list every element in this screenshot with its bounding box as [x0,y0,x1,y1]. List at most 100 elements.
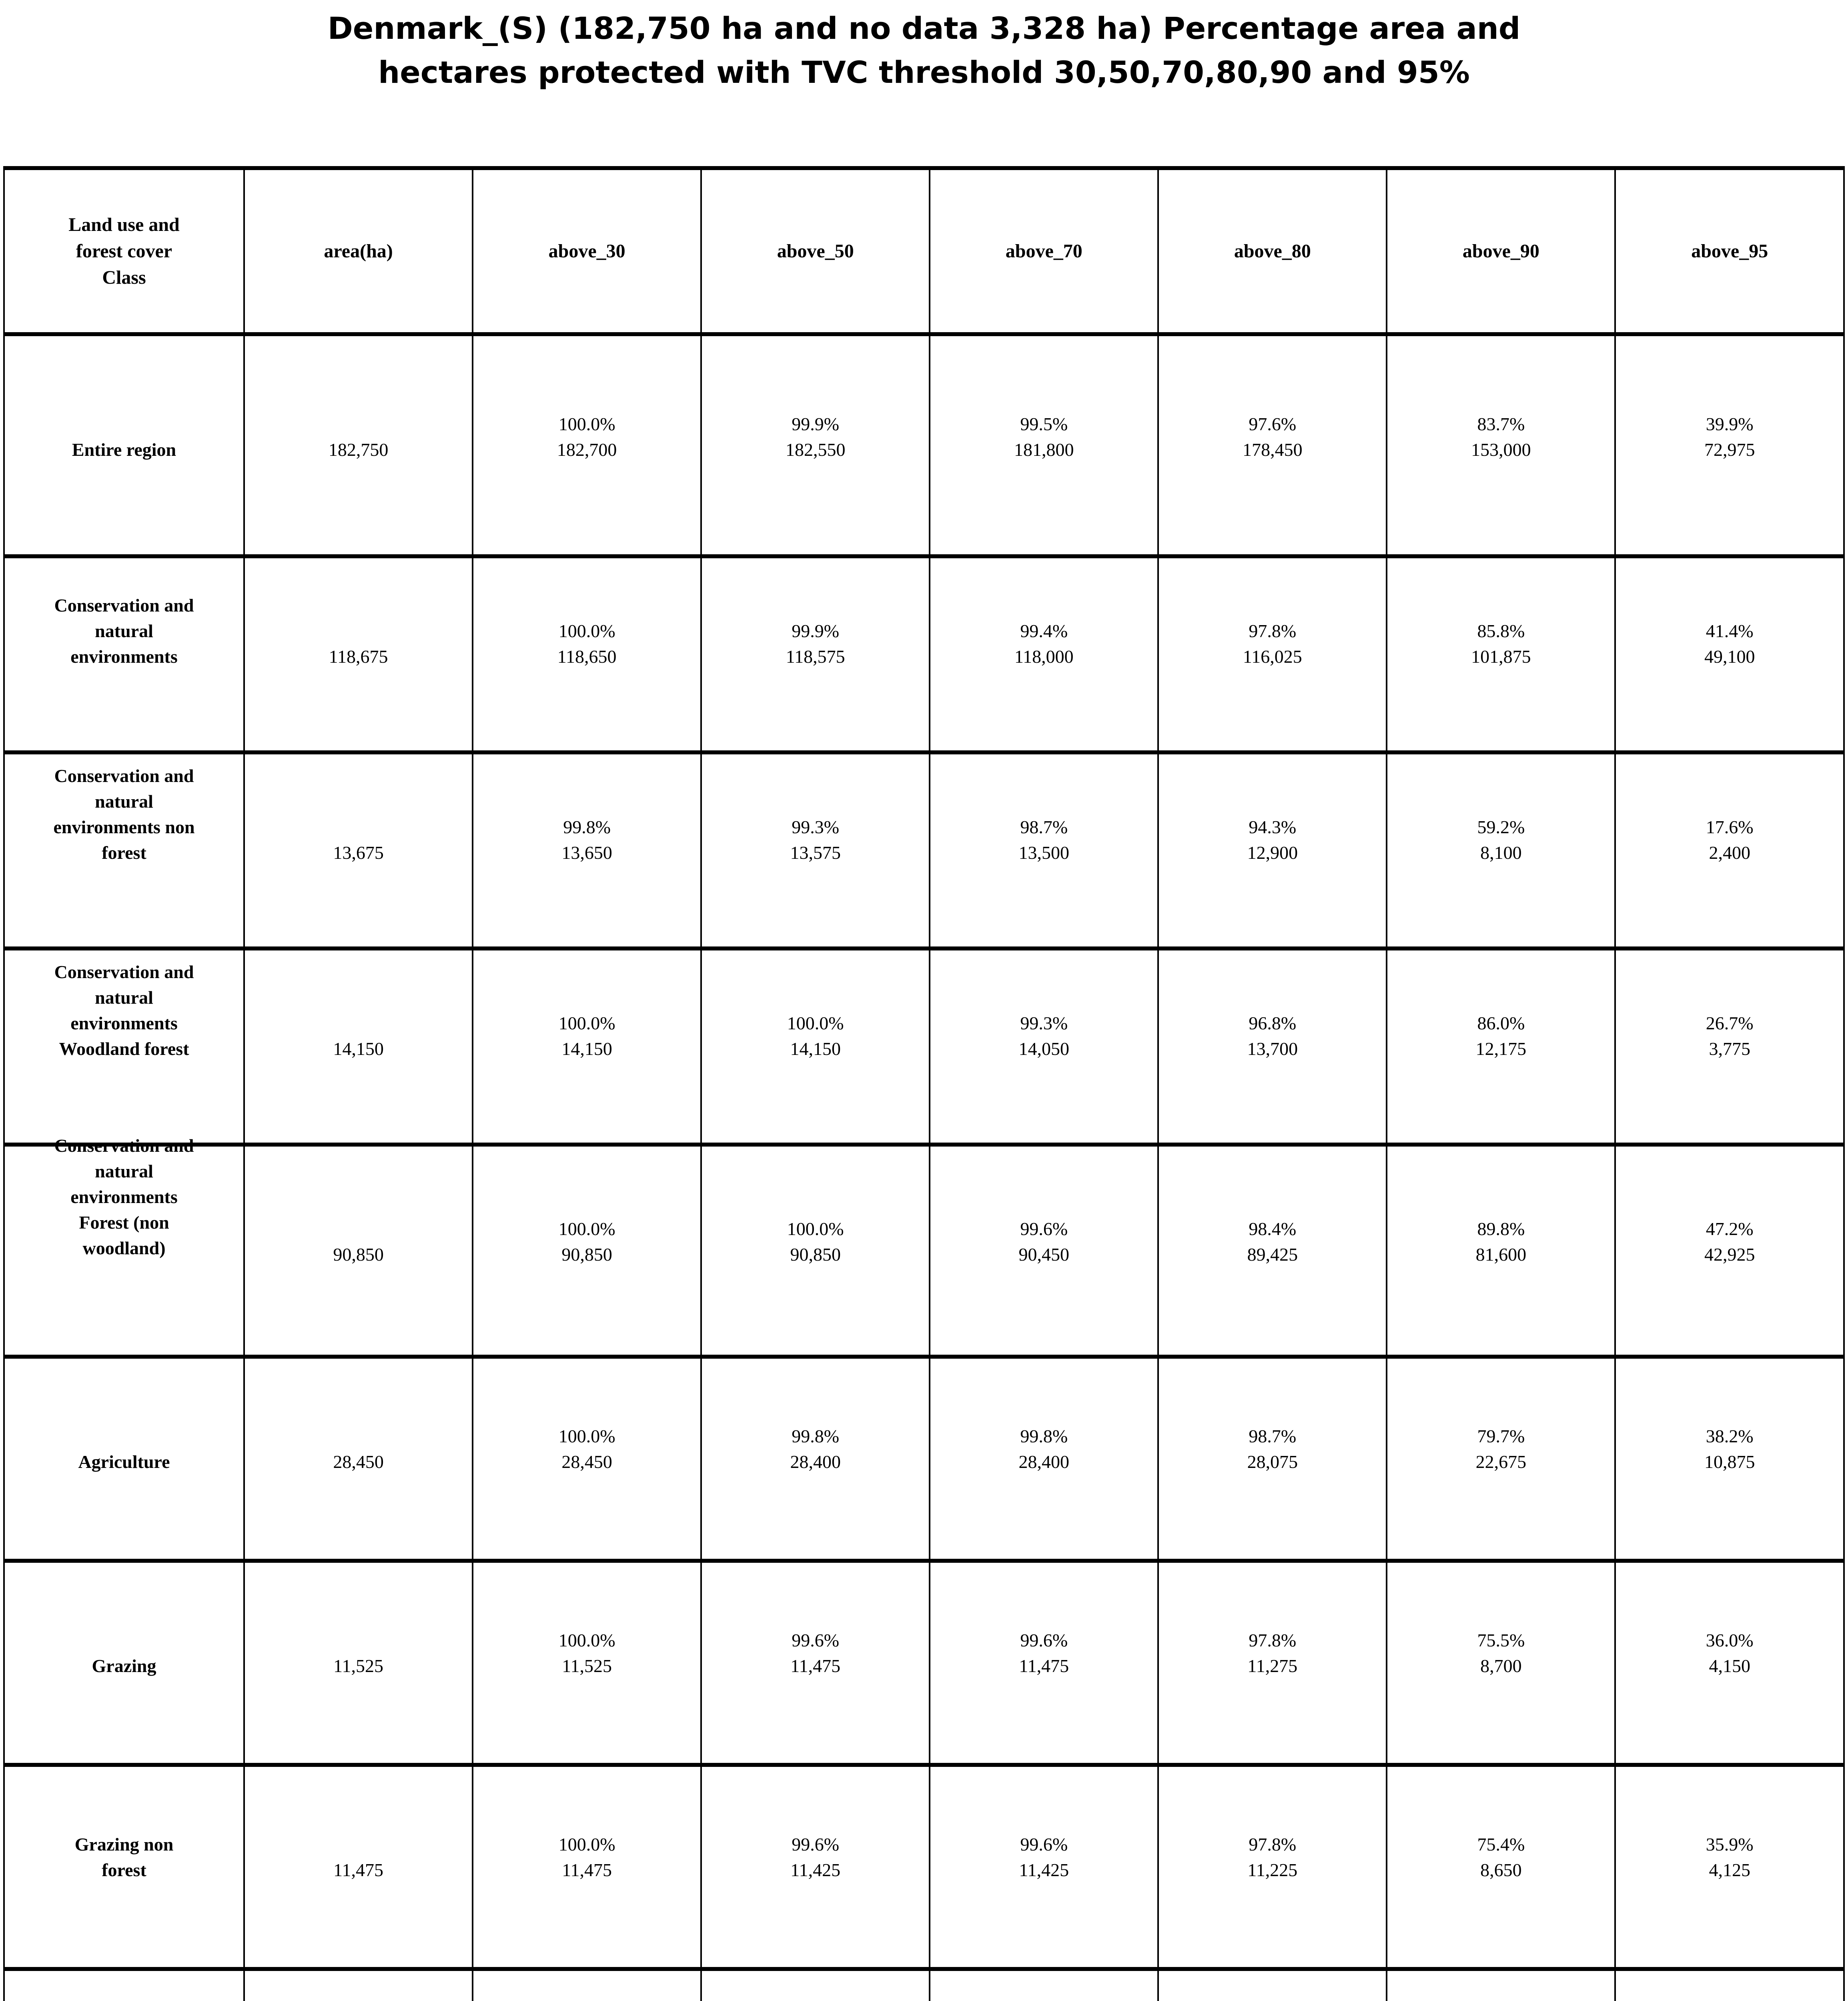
hectares-value: 11,475 [562,1860,612,1880]
percent-value: 59.2% [1477,817,1525,838]
hectares-value: 11,475 [1019,1656,1069,1676]
area-cell: 182,750 [243,332,474,558]
table-row: Conservation and natural environments 11… [3,554,1845,754]
data-cell: 83.7% 153,000 [1386,332,1616,558]
data-cell: 97.8% 11,225 [1157,1763,1388,1971]
hectares-value: 89,425 [1247,1244,1298,1265]
data-cell: 99.6% 90,450 [929,1143,1159,1359]
percent-value: 99.3% [1020,1013,1068,1034]
percent-value: 99.8% [563,817,611,838]
percent-value: 99.8% [1020,1426,1068,1446]
column-header-label: above_80 [1234,240,1311,262]
hectares-value: 42,925 [1704,1244,1755,1265]
area-cell: 11,525 [243,1559,474,1767]
hectares-value: 13,650 [561,842,612,863]
column-header-above-90: above_90 [1386,166,1616,336]
row-label-cell: Grazing non forest [3,1763,245,1971]
row-label: Conservation and natural environments no… [53,766,195,863]
row-label: Conservation and natural environments Wo… [54,962,194,1059]
table-header-row: Land use and forest cover Class area(ha)… [3,166,1845,336]
data-cell: 100.0% 11,475 [472,1763,702,1971]
table-row: Grazing non forest 11,475 100.0% 11,475 9… [3,1763,1845,1971]
column-header-label: above_50 [777,240,854,262]
hectares-value: 182,700 [557,439,617,460]
percent-value: 85.8% [1477,621,1525,642]
table-row: Agriculture 28,450 100.0% 28,450 99.8% 28,… [3,1355,1845,1563]
hectares-value: 2,400 [1709,842,1750,863]
hectares-value: 14,050 [1018,1039,1070,1059]
hectares-value: 116,025 [1243,646,1302,667]
data-cell: 100.0% 14,150 [472,946,702,1147]
percent-value: 75.5% [1477,1630,1525,1650]
area-cell: 13,675 [243,750,474,950]
percent-value: 100.0% [787,1013,844,1034]
table-row: Entire region 182,750 100.0% 182,700 99.9… [3,332,1845,558]
data-cell: 100.0%16,150 [700,1967,931,2001]
column-header-above-70: above_70 [929,166,1159,336]
data-cell: 99.6% 11,475 [929,1559,1159,1767]
column-header-label: above_30 [548,240,625,262]
hectares-value: 49,100 [1704,646,1755,667]
hectares-value: 28,075 [1247,1452,1298,1472]
hectares-value: 90,850 [561,1244,612,1265]
data-cell: 39.9%6,450 [1614,1967,1845,2001]
percent-value: 17.6% [1706,817,1754,838]
table-row: Conservation and natural environments Fo… [3,1135,1845,1359]
data-cell: 98.7% 28,075 [1157,1355,1388,1563]
data-cell: 36.0% 4,150 [1614,1559,1845,1767]
hectares-value: 13,700 [1247,1039,1298,1059]
hectares-value: 3,775 [1709,1039,1750,1059]
hectares-value: 8,650 [1480,1860,1522,1880]
percent-value: 99.6% [1020,1630,1068,1650]
data-cell: 99.8% 13,650 [472,750,702,950]
column-header-label: above_90 [1462,240,1539,262]
percent-value: 79.7% [1477,1426,1525,1446]
hectares-value: 181,800 [1014,439,1074,460]
row-label-cell: Conservation and natural environments Fo… [3,1135,245,1359]
percent-value: 99.9% [792,414,840,435]
row-label: Conservation and natural environments [54,595,194,667]
area-value: 13,675 [333,842,384,863]
hectares-value: 11,475 [790,1656,841,1676]
row-label-cell: Entire region [3,332,245,558]
table-row: Cropping 16,150 100.0%16,150 100.0%16,15… [3,1967,1845,2001]
data-cell: 99.6% 11,425 [700,1763,931,1971]
percent-value: 94.3% [1249,817,1297,838]
area-cell: 90,850 [243,1143,474,1359]
percent-value: 97.6% [1249,414,1297,435]
data-cell: 47.2% 42,925 [1614,1143,1845,1359]
data-cell: 99.2%16,025 [1157,1967,1388,2001]
area-value: 28,450 [333,1452,384,1472]
data-cell: 85.8% 101,875 [1386,554,1616,754]
hectares-value: 90,450 [1018,1244,1070,1265]
column-header-label: above_70 [1005,240,1082,262]
hectares-value: 81,600 [1475,1244,1527,1265]
row-label-cell: Conservation and natural environments Wo… [3,946,245,1147]
row-label: Agriculture [78,1452,170,1472]
area-cell: 16,150 [243,1967,474,2001]
data-cell: 99.8% 28,400 [929,1355,1159,1563]
column-header-label: area(ha) [324,240,393,262]
data-cell: 99.3% 14,050 [929,946,1159,1147]
table-row: Conservation and natural environments Wo… [3,946,1845,1147]
data-cell: 100.0%16,150 [472,1967,702,2001]
data-cell: 86.0% 12,175 [1386,946,1616,1147]
row-label-cell: Cropping [3,1967,245,2001]
column-header-above-95: above_95 [1614,166,1845,336]
column-header-area: area(ha) [243,166,474,336]
data-cell: 26.7% 3,775 [1614,946,1845,1147]
data-cell: 39.9% 72,975 [1614,332,1845,558]
row-label-cell: Grazing [3,1559,245,1767]
hectares-value: 8,700 [1480,1656,1522,1676]
percent-value: 26.7% [1706,1013,1754,1034]
percent-value: 97.8% [1249,1630,1297,1650]
percent-value: 47.2% [1706,1218,1754,1239]
column-header-class: Land use and forest cover Class [3,166,245,336]
hectares-value: 13,575 [790,842,841,863]
data-table: Land use and forest cover Class area(ha)… [3,166,1845,2001]
hectares-value: 11,225 [1247,1860,1298,1880]
percent-value: 96.8% [1249,1013,1297,1034]
data-cell: 89.8% 81,600 [1386,1143,1616,1359]
data-cell: 100.0% 118,650 [472,554,702,754]
